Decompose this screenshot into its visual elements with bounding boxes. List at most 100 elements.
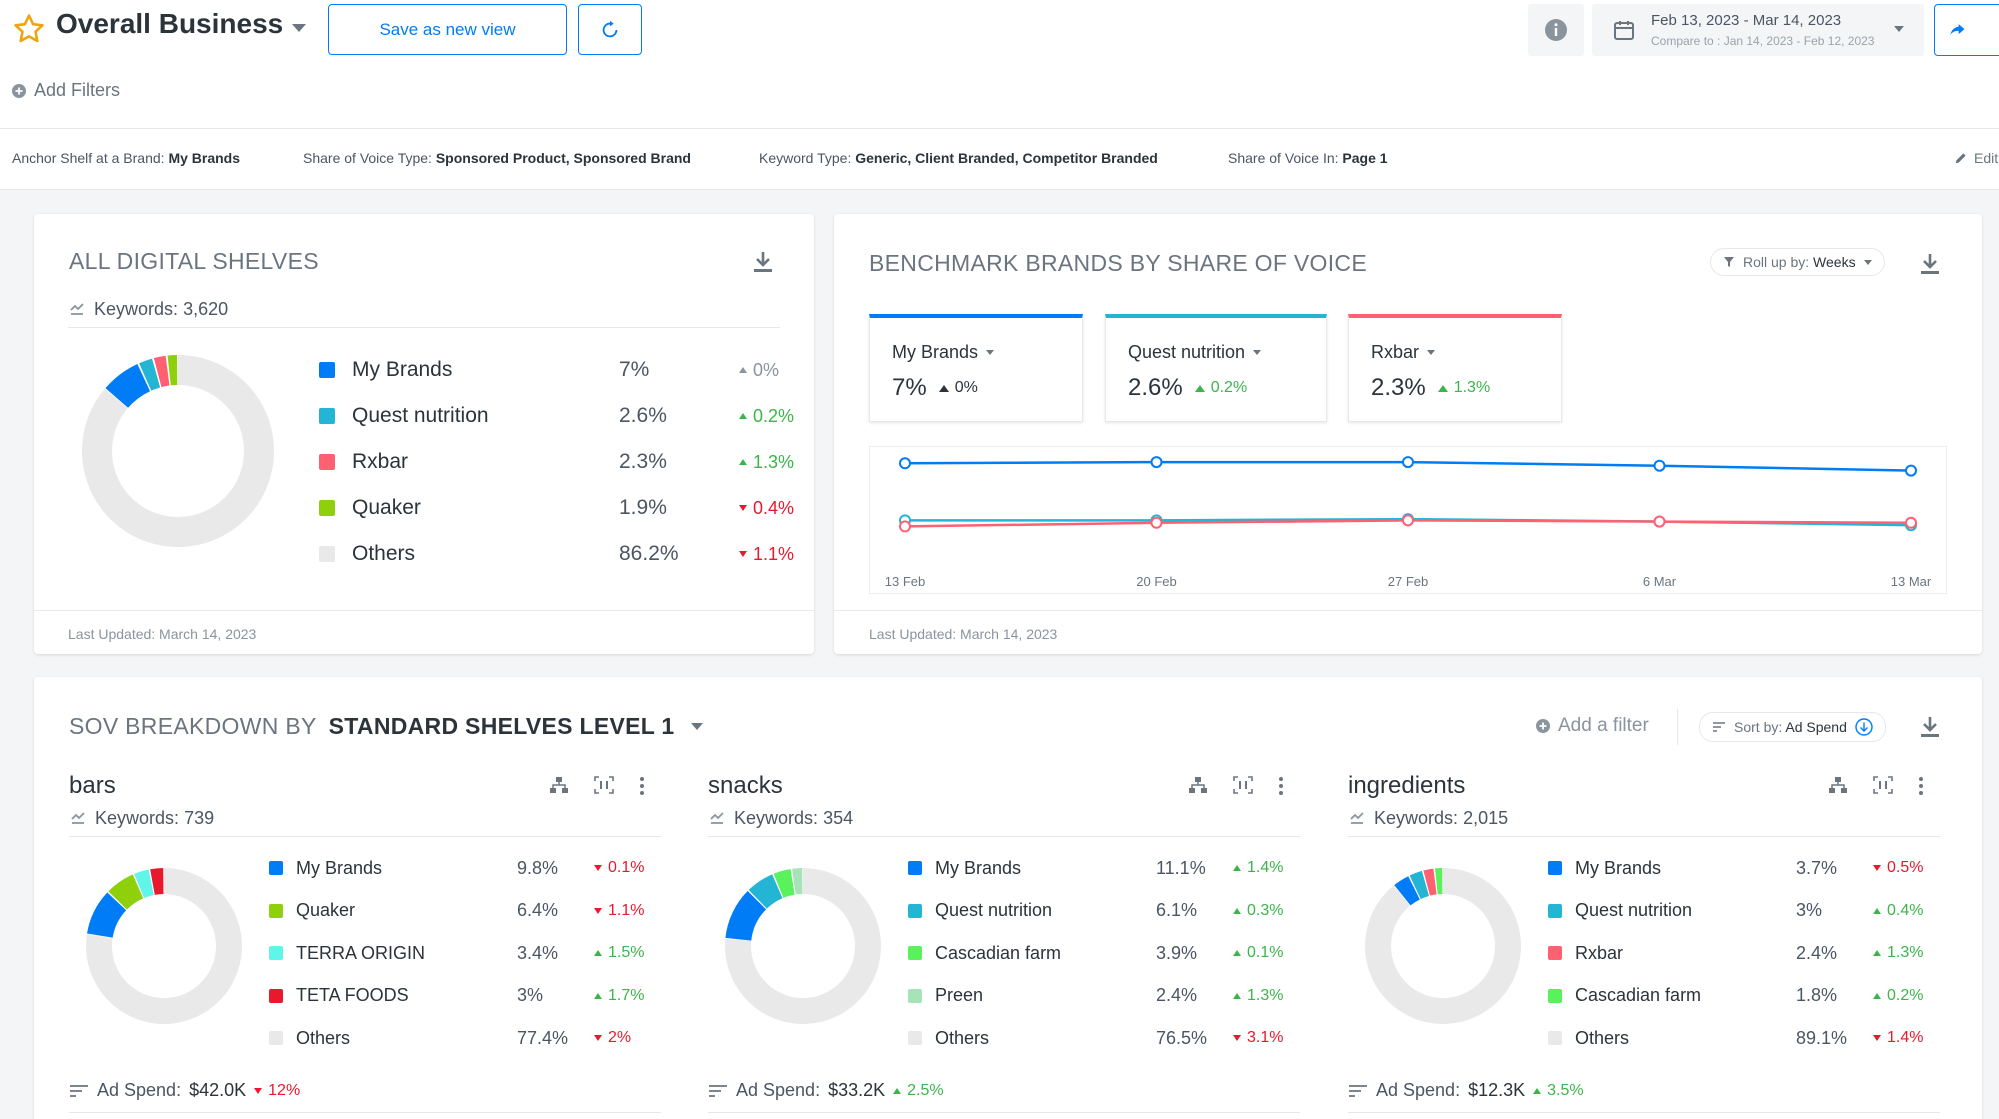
brand-card-my-brands[interactable]: My Brands 7% 0%	[869, 314, 1083, 422]
filter-chip-keyword-type[interactable]: Keyword Type: Generic, Client Branded, C…	[759, 150, 1158, 166]
donut-slice-my-brands[interactable]	[87, 892, 127, 938]
donut-slice-quest-nutrition[interactable]	[139, 358, 161, 391]
legend-row[interactable]: Cascadian farm 3.9% 0.1%	[908, 938, 1308, 968]
hierarchy-icon[interactable]	[1828, 776, 1848, 794]
data-point[interactable]	[1653, 515, 1666, 528]
donut-slice-others[interactable]	[82, 355, 274, 547]
legend-name: Others	[1575, 1027, 1630, 1048]
donut-slice-quest-nutrition[interactable]	[1409, 870, 1429, 900]
data-point[interactable]	[1150, 516, 1163, 529]
donut-slice-quest-nutrition[interactable]	[748, 874, 783, 909]
donut-slice-teta-foods[interactable]	[150, 868, 164, 895]
reset-button[interactable]	[578, 4, 642, 55]
keywords-value: 354	[823, 808, 854, 828]
brand-name[interactable]: Rxbar	[1371, 342, 1436, 363]
up-arrow-icon	[739, 459, 747, 465]
legend-row[interactable]: Others 86.2% 1.1%	[319, 531, 794, 577]
filter-chip-sov-type[interactable]: Share of Voice Type: Sponsored Product, …	[303, 150, 691, 166]
legend-row[interactable]: Others 76.5% 3.1%	[908, 1023, 1308, 1053]
donut-slice-cascadian-farm[interactable]	[773, 869, 795, 898]
save-view-button[interactable]: Save as new view	[328, 4, 567, 55]
data-point[interactable]	[1402, 456, 1414, 469]
legend-row[interactable]: Rxbar 2.4% 1.3%	[1548, 938, 1948, 968]
chevron-down-icon[interactable]	[690, 723, 703, 730]
donut-slice-others[interactable]	[1365, 868, 1521, 1024]
donut-slice-preen[interactable]	[792, 868, 803, 895]
legend-row[interactable]: Quest nutrition 6.1% 0.3%	[908, 896, 1308, 926]
data-point[interactable]	[1402, 514, 1414, 527]
donut-slice-my-brands[interactable]	[105, 364, 151, 408]
legend-row[interactable]: Quaker 1.9% 0.4%	[319, 485, 794, 531]
legend-row[interactable]: Others 89.1% 1.4%	[1548, 1023, 1948, 1053]
legend-row[interactable]: My Brands 3.7% 0.5%	[1548, 853, 1948, 883]
brand-label: My Brands	[892, 342, 979, 362]
page-title[interactable]: Overall Business	[56, 8, 284, 39]
brand-card-rxbar[interactable]: Rxbar 2.3% 1.3%	[1348, 314, 1562, 422]
more-options-icon[interactable]	[639, 776, 645, 796]
legend-row[interactable]: TETA FOODS 3% 1.7%	[269, 981, 669, 1011]
keywords-label: Keywords:	[734, 808, 819, 828]
donut-slice-my-brands[interactable]	[1394, 876, 1420, 906]
legend-row[interactable]: Quaker 6.4% 1.1%	[269, 896, 669, 926]
legend-row[interactable]: My Brands 9.8% 0.1%	[269, 853, 669, 883]
donut-slice-others[interactable]	[86, 868, 242, 1024]
share-button[interactable]	[1934, 4, 1999, 56]
legend-row[interactable]: Cascadian farm 1.8% 0.2%	[1548, 981, 1948, 1011]
shelf-title: bars	[69, 772, 116, 799]
data-point[interactable]	[899, 520, 911, 533]
donut-slice-quaker[interactable]	[108, 874, 144, 910]
legend-row[interactable]: My Brands 7% 0%	[319, 347, 779, 393]
legend-value: 2.4%	[1796, 942, 1838, 963]
change-value: 0.4%	[1887, 901, 1924, 919]
chevron-down-icon[interactable]	[292, 24, 306, 32]
data-point[interactable]	[1653, 459, 1666, 472]
add-filter-button[interactable]: Add a filter	[1536, 715, 1649, 737]
rollup-dropdown[interactable]: Roll up by: Weeks	[1710, 248, 1885, 276]
legend-row[interactable]: Others 77.4% 2%	[269, 1023, 669, 1053]
donut-slice-others[interactable]	[725, 868, 881, 1024]
hierarchy-icon[interactable]	[549, 776, 569, 794]
hierarchy-icon[interactable]	[1188, 776, 1208, 794]
scan-icon[interactable]	[1233, 776, 1253, 794]
donut-slice-cascadian-farm[interactable]	[1434, 868, 1443, 895]
scan-icon[interactable]	[1873, 776, 1893, 794]
scan-icon[interactable]	[594, 776, 614, 794]
star-icon[interactable]	[12, 12, 46, 46]
donut-slice-quaker[interactable]	[167, 355, 178, 386]
brand-name[interactable]: My Brands	[892, 342, 995, 363]
date-range-picker[interactable]: Feb 13, 2023 - Mar 14, 2023 Compare to :…	[1592, 4, 1924, 56]
download-icon[interactable]	[752, 250, 774, 274]
donut-slice-rxbar[interactable]	[153, 355, 170, 388]
info-button[interactable]	[1528, 4, 1584, 56]
add-filters-link[interactable]: Add Filters	[12, 80, 120, 101]
sort-dropdown[interactable]: Sort by: Ad Spend	[1699, 712, 1886, 742]
legend-row[interactable]: Preen 2.4% 1.3%	[908, 981, 1308, 1011]
legend-row[interactable]: TERRA ORIGIN 3.4% 1.5%	[269, 938, 669, 968]
shelf-panel-bars: bars Keywords: 739 My Brands 9.8% 0.1% Qu…	[69, 772, 669, 1113]
download-icon[interactable]	[1919, 252, 1941, 276]
up-arrow-icon	[1233, 907, 1241, 914]
brand-card-quest-nutrition[interactable]: Quest nutrition 2.6% 0.2%	[1105, 314, 1327, 422]
filter-chip-sov-in[interactable]: Share of Voice In: Page 1	[1228, 150, 1388, 166]
legend-row[interactable]: Quest nutrition 2.6% 0.2%	[319, 393, 794, 439]
pencil-icon	[1955, 153, 1966, 164]
more-options-icon[interactable]	[1918, 776, 1924, 796]
edit-filters-button[interactable]: Edit	[1954, 150, 1999, 166]
legend-row[interactable]: My Brands 11.1% 1.4%	[908, 853, 1308, 883]
data-point[interactable]	[899, 457, 911, 470]
filter-icon	[1724, 257, 1734, 267]
dimension-selector[interactable]: STANDARD SHELVES LEVEL 1	[328, 713, 675, 739]
legend-row[interactable]: Quest nutrition 3% 0.4%	[1548, 896, 1948, 926]
brand-name[interactable]: Quest nutrition	[1128, 342, 1262, 363]
line-chart-frame	[869, 446, 1947, 594]
donut-slice-rxbar[interactable]	[1423, 868, 1437, 896]
data-point[interactable]	[1150, 456, 1163, 469]
filter-chip-anchor-shelf[interactable]: Anchor Shelf at a Brand: My Brands	[12, 150, 240, 166]
legend-row[interactable]: Rxbar 2.3% 1.3%	[319, 439, 794, 485]
data-point[interactable]	[1905, 516, 1917, 529]
more-options-icon[interactable]	[1278, 776, 1284, 796]
donut-slice-my-brands[interactable]	[725, 891, 767, 941]
download-icon[interactable]	[1919, 715, 1941, 739]
data-point[interactable]	[1905, 464, 1917, 477]
donut-slice-terra-origin[interactable]	[134, 869, 154, 898]
